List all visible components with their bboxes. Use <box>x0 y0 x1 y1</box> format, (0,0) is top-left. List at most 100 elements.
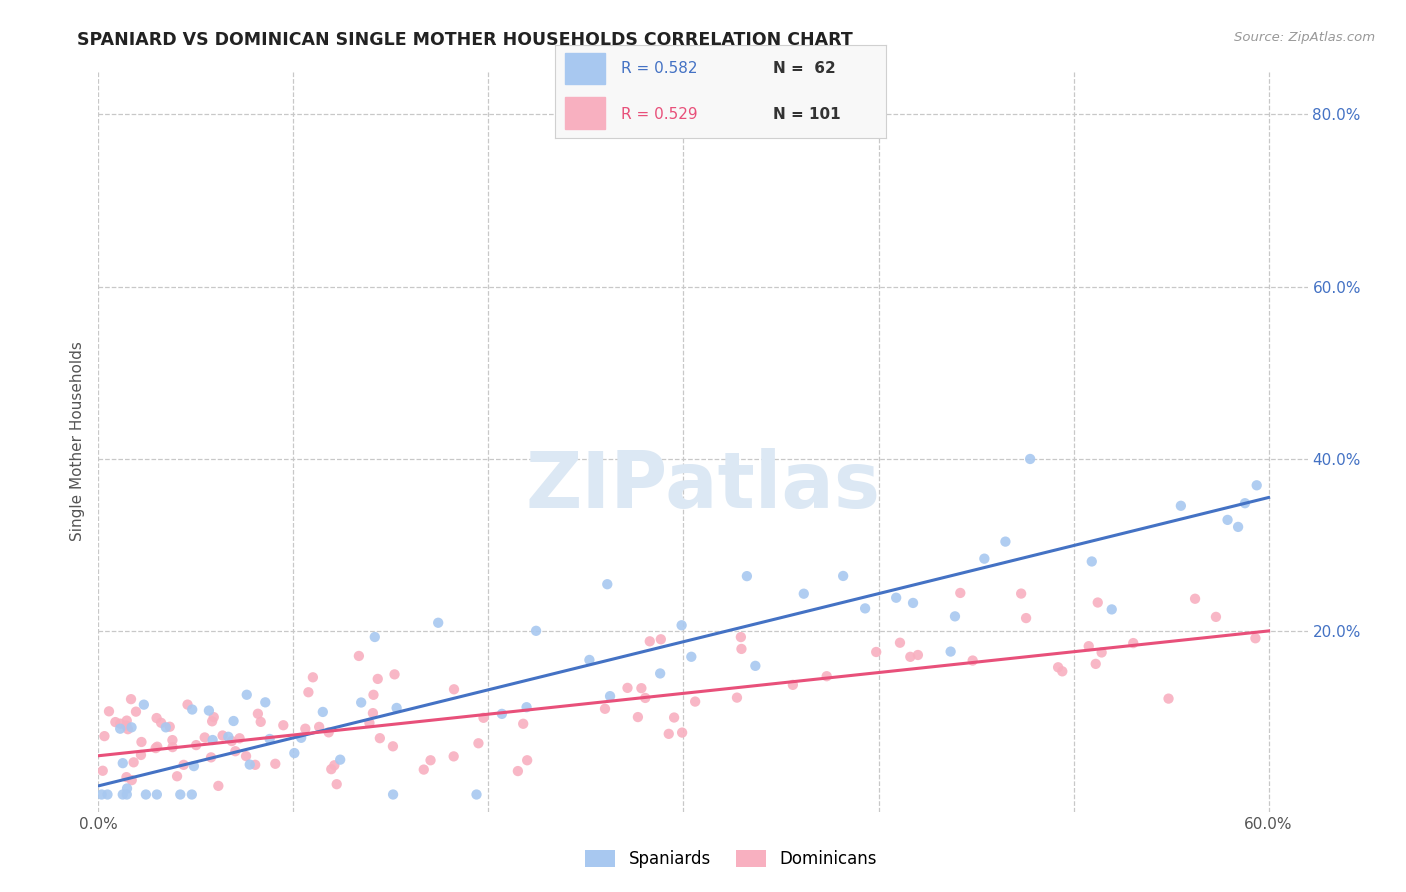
Point <box>907 648 929 662</box>
Point <box>1216 513 1239 527</box>
Point <box>658 727 681 741</box>
Point <box>115 714 138 728</box>
Text: Source: ZipAtlas.com: Source: ZipAtlas.com <box>1234 31 1375 45</box>
Point <box>321 762 343 776</box>
Point <box>1184 591 1206 606</box>
Point <box>472 711 495 725</box>
Point <box>108 722 131 736</box>
Point <box>994 534 1017 549</box>
Point <box>224 744 246 758</box>
Point <box>730 641 752 656</box>
Point <box>359 715 381 730</box>
Text: SPANIARD VS DOMINICAN SINGLE MOTHER HOUSEHOLDS CORRELATION CHART: SPANIARD VS DOMINICAN SINGLE MOTHER HOUS… <box>77 31 853 49</box>
Point <box>159 720 181 734</box>
Point <box>385 701 408 715</box>
Point <box>901 596 924 610</box>
Point <box>1010 586 1032 600</box>
Point <box>246 706 269 721</box>
Point <box>173 757 195 772</box>
Point <box>443 749 465 764</box>
Point <box>516 753 538 767</box>
Point <box>111 788 134 802</box>
Point <box>145 711 167 725</box>
Point <box>683 695 706 709</box>
Point <box>96 788 118 802</box>
Point <box>308 720 330 734</box>
Point <box>202 710 225 724</box>
Point <box>943 609 966 624</box>
Point <box>228 731 250 746</box>
Point <box>176 698 198 712</box>
Point <box>638 634 661 648</box>
Point <box>725 690 748 705</box>
Point <box>578 653 600 667</box>
Point <box>363 688 385 702</box>
Point <box>381 739 404 754</box>
Text: ZIPatlas: ZIPatlas <box>526 448 880 524</box>
Point <box>132 698 155 712</box>
Point <box>273 718 295 732</box>
Point <box>671 618 693 632</box>
Point <box>427 615 450 630</box>
Point <box>630 681 652 696</box>
Point <box>616 681 638 695</box>
Point <box>121 720 143 734</box>
Point <box>382 788 405 802</box>
Point <box>245 757 267 772</box>
Point <box>832 569 855 583</box>
Point <box>155 720 177 734</box>
Bar <box>565 53 605 85</box>
Point <box>347 648 370 663</box>
Point <box>93 729 115 743</box>
Point <box>634 690 657 705</box>
Point <box>115 781 138 796</box>
Point <box>283 746 305 760</box>
Point <box>368 731 391 746</box>
Point <box>150 715 173 730</box>
Point <box>90 788 112 802</box>
Point <box>1084 657 1107 671</box>
Point <box>1019 452 1042 467</box>
Point <box>122 756 145 770</box>
Point <box>793 587 815 601</box>
Point <box>235 749 257 764</box>
Point <box>135 788 157 802</box>
Point <box>249 714 271 729</box>
Point <box>110 716 132 731</box>
Legend: Spaniards, Dominicans: Spaniards, Dominicans <box>579 843 883 875</box>
Point <box>384 667 406 681</box>
Point <box>121 773 143 788</box>
Point <box>412 763 434 777</box>
Point <box>1087 595 1109 609</box>
Point <box>596 577 619 591</box>
Point <box>302 670 325 684</box>
Point <box>1244 632 1267 646</box>
Point <box>512 716 534 731</box>
Text: R = 0.582: R = 0.582 <box>621 61 697 76</box>
Point <box>898 649 921 664</box>
Point <box>962 654 984 668</box>
Point <box>491 706 513 721</box>
Point <box>1081 554 1104 568</box>
Point <box>207 779 229 793</box>
Point <box>1246 478 1268 492</box>
Point <box>1052 665 1074 679</box>
Point <box>217 730 239 744</box>
Point <box>506 764 529 778</box>
Point <box>221 734 243 748</box>
Point <box>443 682 465 697</box>
Point <box>146 739 169 754</box>
Point <box>329 753 352 767</box>
Point <box>1077 639 1099 653</box>
Text: N = 101: N = 101 <box>773 107 841 122</box>
Point <box>730 630 752 644</box>
Point <box>222 714 245 728</box>
Point <box>671 725 693 739</box>
Point <box>1227 520 1250 534</box>
Point <box>1122 636 1144 650</box>
Point <box>162 733 184 747</box>
Point <box>98 704 121 718</box>
Point <box>115 788 138 802</box>
Point <box>364 630 387 644</box>
Point <box>201 714 224 729</box>
